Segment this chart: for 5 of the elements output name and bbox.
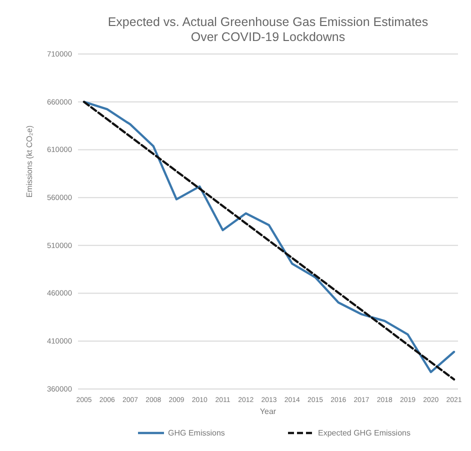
legend-label: Expected GHG Emissions xyxy=(318,428,410,438)
y-axis-title: Emissions (kt CO₂e) xyxy=(25,125,34,198)
chart-title: Expected vs. Actual Greenhouse Gas Emission Estimates Over COVID-19 Lockdowns xyxy=(108,15,428,44)
x-axis-title: Year xyxy=(260,407,276,416)
legend-label: GHG Emissions xyxy=(168,428,225,438)
